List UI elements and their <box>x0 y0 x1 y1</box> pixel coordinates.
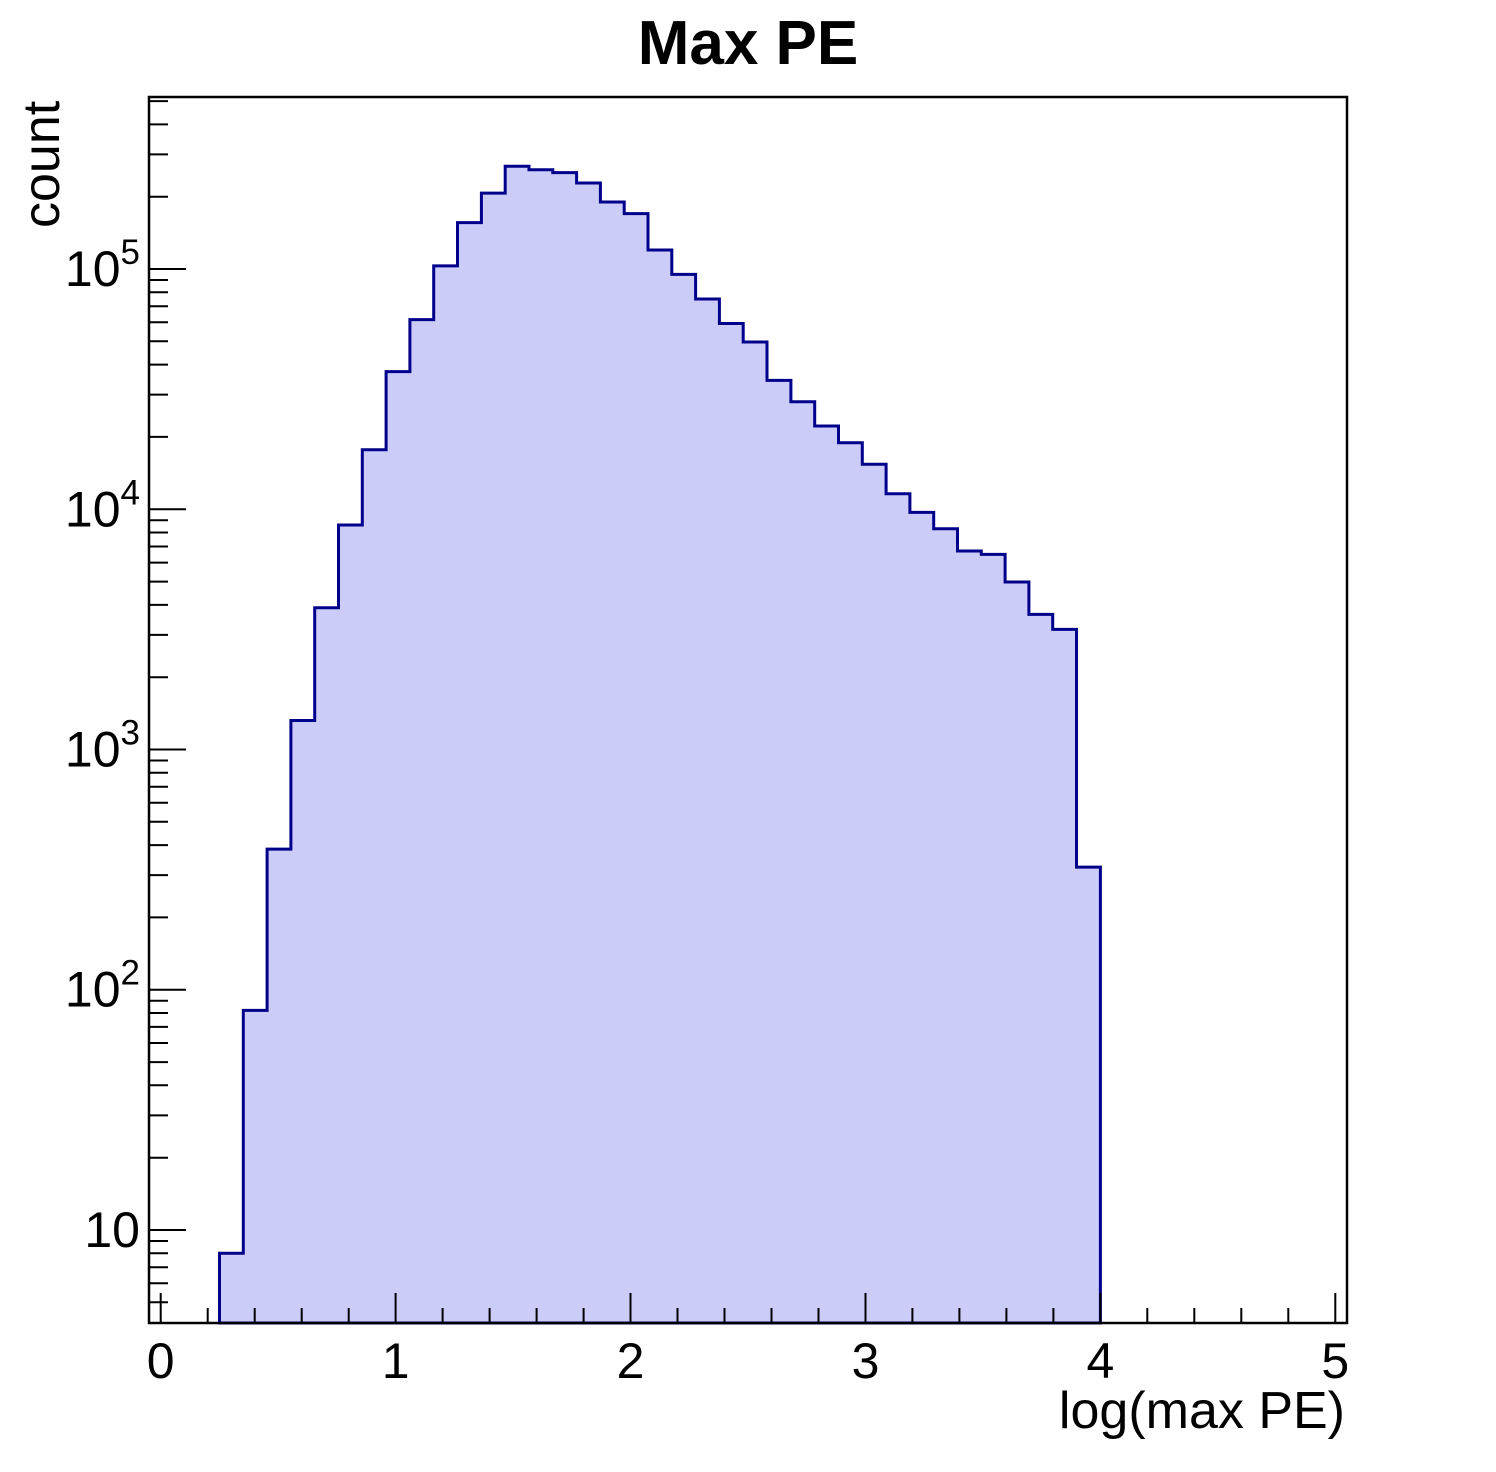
y-major-ticks: 10 102 103 104 105 <box>65 233 186 1258</box>
x-tick-label: 0 <box>147 1333 175 1389</box>
y-tick-label: 103 <box>65 714 140 778</box>
x-axis-title: log(max PE) <box>1058 1382 1345 1440</box>
x-tick-label: 5 <box>1321 1333 1349 1389</box>
y-axis-title: count <box>13 100 71 228</box>
y-tick-label: 102 <box>65 954 140 1018</box>
x-minor-ticks <box>206 1308 1290 1323</box>
x-major-ticks: 0 1 2 3 4 5 <box>147 1293 1349 1389</box>
y-tick-label: 104 <box>65 473 140 537</box>
y-tick-label: 10 <box>84 1202 140 1258</box>
x-tick-label: 3 <box>852 1333 880 1389</box>
y-tick-label: 105 <box>65 233 140 297</box>
y-minor-ticks <box>149 100 168 1304</box>
x-tick-label: 1 <box>382 1333 410 1389</box>
histogram-area <box>218 164 1102 1325</box>
plot-frame <box>147 95 1349 1325</box>
x-tick-label: 2 <box>617 1333 645 1389</box>
x-tick-label: 4 <box>1086 1333 1114 1389</box>
chart-title: Max PE <box>637 9 859 78</box>
